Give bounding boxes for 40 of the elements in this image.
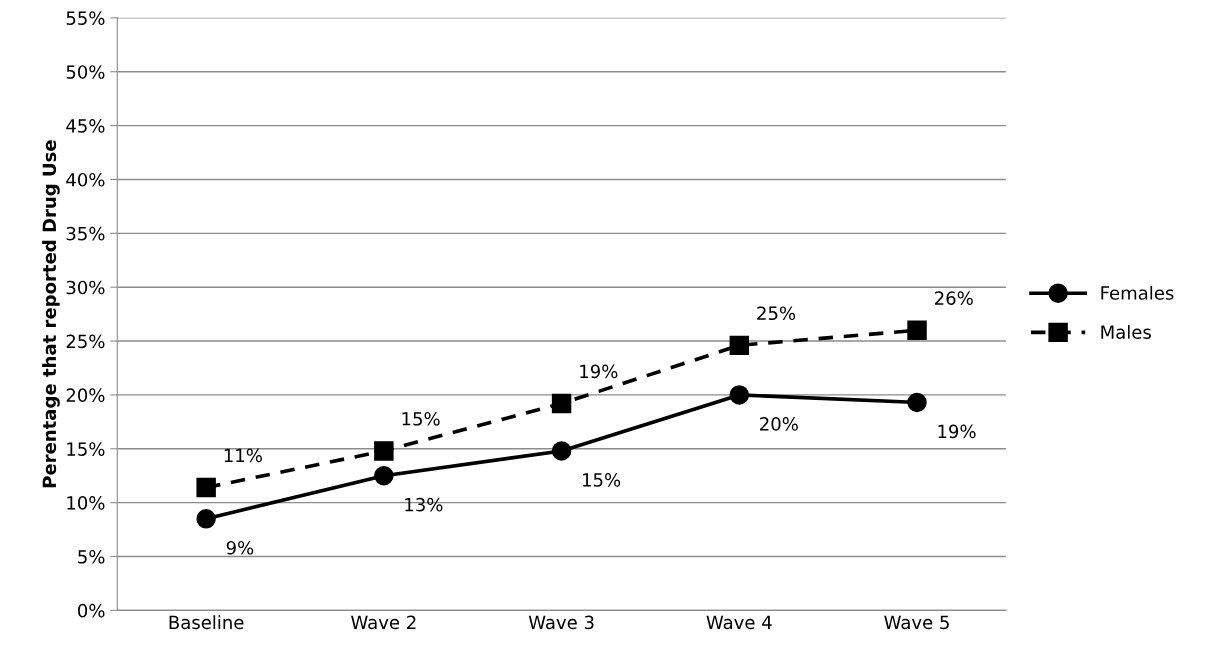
y-tick-label: 55%	[66, 11, 105, 25]
data-label: 19%	[580, 364, 618, 379]
data-label: 11%	[224, 448, 262, 463]
point	[729, 335, 750, 356]
y-tick-label: 50%	[66, 65, 105, 79]
y-tick-label: 20%	[66, 388, 105, 403]
data-label: 15%	[583, 473, 621, 487]
point	[374, 465, 394, 486]
data-label: 15%	[402, 411, 440, 426]
data-label: 19%	[938, 424, 976, 439]
data-label: 26%	[935, 291, 973, 305]
data-label: 13%	[405, 497, 443, 512]
x-tick-label: Wave 2	[351, 615, 416, 630]
y-tick-label: 0%	[78, 603, 105, 618]
data-label: 20%	[760, 417, 798, 431]
x-tick-label: Wave 3	[528, 615, 594, 630]
y-tick-label: 35%	[66, 226, 105, 241]
y-tick-label: 45%	[66, 119, 105, 133]
point	[907, 320, 927, 341]
y-tick-label: 40%	[66, 172, 105, 187]
y-tick-label: 10%	[67, 496, 105, 510]
data-label: 9%	[226, 540, 254, 555]
y-tick-label: 30%	[66, 280, 105, 295]
point	[196, 477, 216, 498]
y-tick-label: 25%	[66, 334, 105, 349]
y-tick-label: 15%	[67, 442, 105, 456]
point	[907, 392, 927, 413]
x-tick-label: Wave 4	[706, 615, 772, 630]
point	[374, 441, 394, 461]
x-tick-label: Baseline	[169, 615, 244, 630]
point	[551, 441, 572, 461]
y-axis-title: Perentage that reported Drug Use	[42, 140, 60, 488]
y-tick-label: 5%	[78, 549, 105, 564]
legend-label: Females	[1101, 285, 1174, 300]
point	[551, 393, 572, 414]
point	[729, 385, 750, 405]
data-label: 25%	[757, 306, 796, 321]
legend-label: Males	[1101, 324, 1151, 339]
point	[196, 509, 216, 529]
x-tick-label: Wave 5	[884, 615, 949, 630]
